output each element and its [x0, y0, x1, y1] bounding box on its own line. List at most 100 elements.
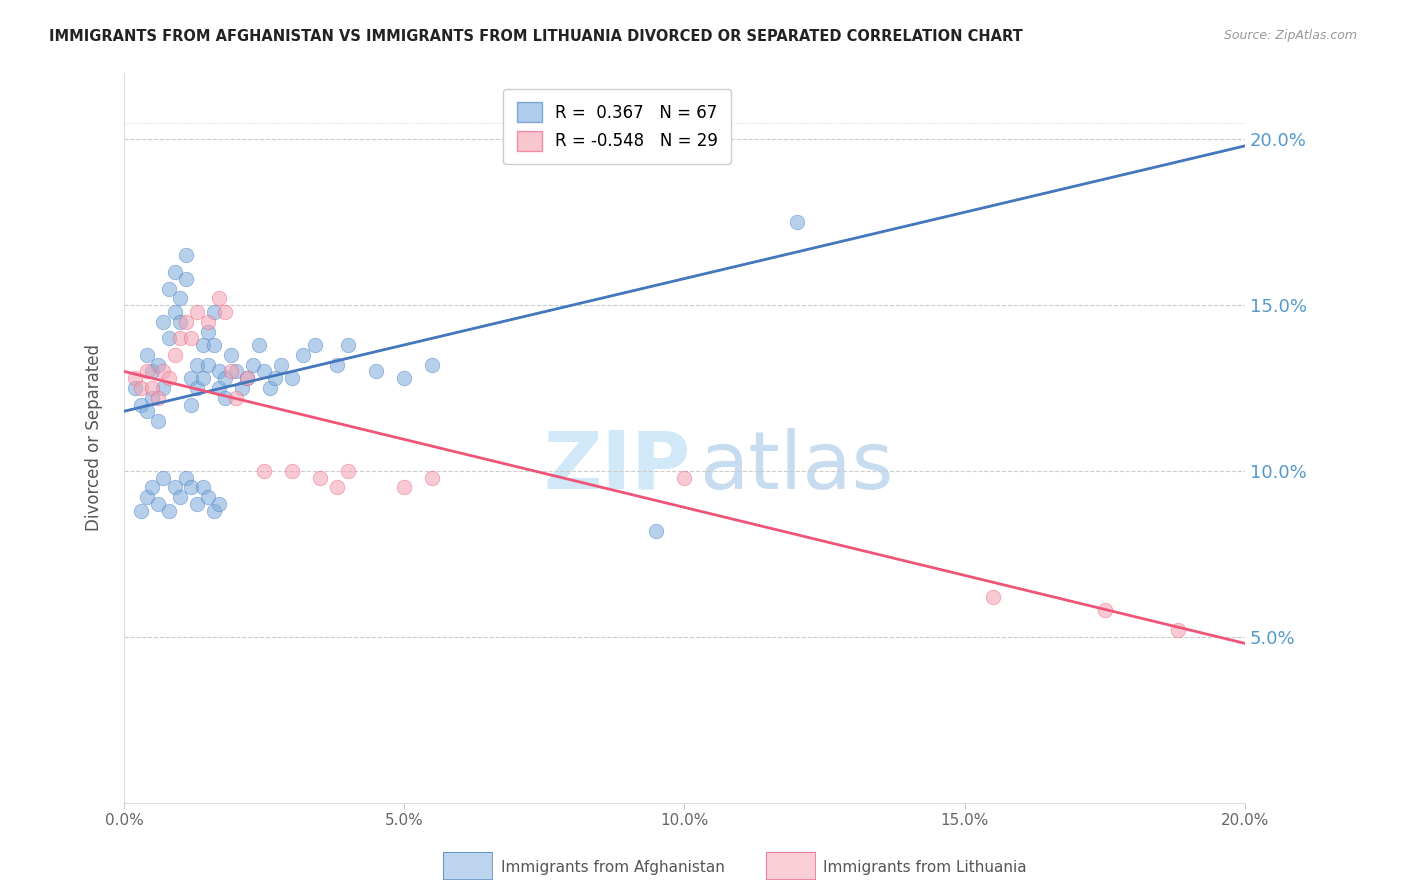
Point [169, 331, 191, 345]
Point [247, 338, 270, 352]
Point [253, 464, 276, 478]
Point [270, 358, 292, 372]
Point [146, 358, 169, 372]
Y-axis label: Divorced or Separated: Divorced or Separated [86, 344, 103, 532]
Point [135, 491, 157, 505]
Point [394, 371, 416, 385]
Point [208, 292, 231, 306]
Point [146, 391, 169, 405]
Point [191, 481, 214, 495]
Point [186, 304, 208, 318]
Point [157, 371, 180, 385]
Point [152, 470, 174, 484]
Point [163, 481, 186, 495]
Point [1167, 623, 1189, 637]
Point [786, 215, 808, 229]
Point [180, 398, 202, 412]
Point [129, 504, 152, 518]
Point [202, 338, 225, 352]
Point [208, 381, 231, 395]
Point [169, 292, 191, 306]
Point [129, 398, 152, 412]
Point [253, 364, 276, 378]
Point [174, 315, 197, 329]
Point [163, 304, 186, 318]
Point [157, 331, 180, 345]
Point [141, 381, 163, 395]
Point [326, 358, 349, 372]
Point [242, 358, 264, 372]
Point [225, 364, 247, 378]
Point [394, 481, 416, 495]
Point [219, 348, 242, 362]
Point [197, 325, 219, 339]
Point [202, 504, 225, 518]
Point [186, 497, 208, 511]
Point [169, 315, 191, 329]
Text: Immigrants from Lithuania: Immigrants from Lithuania [823, 860, 1026, 874]
Point [645, 524, 668, 538]
Point [236, 371, 259, 385]
Point [197, 358, 219, 372]
Point [264, 371, 287, 385]
Point [214, 371, 236, 385]
Point [225, 391, 247, 405]
Point [208, 364, 231, 378]
Point [186, 358, 208, 372]
Point [157, 504, 180, 518]
Point [146, 497, 169, 511]
Point [292, 348, 315, 362]
Point [214, 391, 236, 405]
Point [309, 470, 332, 484]
Point [163, 265, 186, 279]
Point [673, 470, 696, 484]
Point [141, 364, 163, 378]
Point [152, 315, 174, 329]
Point [420, 470, 443, 484]
Point [135, 364, 157, 378]
Point [304, 338, 326, 352]
Point [174, 470, 197, 484]
Legend: R =  0.367   N = 67, R = -0.548   N = 29: R = 0.367 N = 67, R = -0.548 N = 29 [503, 88, 731, 164]
Point [337, 464, 360, 478]
Point [236, 371, 259, 385]
Point [259, 381, 281, 395]
Point [124, 381, 146, 395]
Point [191, 371, 214, 385]
Point [152, 364, 174, 378]
Point [174, 248, 197, 262]
Text: IMMIGRANTS FROM AFGHANISTAN VS IMMIGRANTS FROM LITHUANIA DIVORCED OR SEPARATED C: IMMIGRANTS FROM AFGHANISTAN VS IMMIGRANT… [49, 29, 1024, 44]
Point [157, 281, 180, 295]
Point [231, 381, 253, 395]
Point [174, 271, 197, 285]
Point [141, 481, 163, 495]
Point [180, 481, 202, 495]
Point [337, 338, 360, 352]
Point [163, 348, 186, 362]
Point [135, 348, 157, 362]
Point [135, 404, 157, 418]
Point [197, 315, 219, 329]
Point [326, 481, 349, 495]
Point [208, 497, 231, 511]
Text: Immigrants from Afghanistan: Immigrants from Afghanistan [501, 860, 724, 874]
Point [169, 491, 191, 505]
Point [281, 371, 304, 385]
Text: atlas: atlas [699, 428, 894, 506]
Point [186, 381, 208, 395]
Point [202, 304, 225, 318]
Text: ZIP: ZIP [544, 428, 690, 506]
Point [1094, 603, 1116, 617]
Text: Source: ZipAtlas.com: Source: ZipAtlas.com [1223, 29, 1357, 42]
Point [146, 414, 169, 428]
Point [981, 590, 1004, 604]
Point [124, 371, 146, 385]
Point [141, 391, 163, 405]
Point [281, 464, 304, 478]
Point [214, 304, 236, 318]
Point [129, 381, 152, 395]
Point [219, 364, 242, 378]
Point [366, 364, 388, 378]
Point [420, 358, 443, 372]
Point [197, 491, 219, 505]
